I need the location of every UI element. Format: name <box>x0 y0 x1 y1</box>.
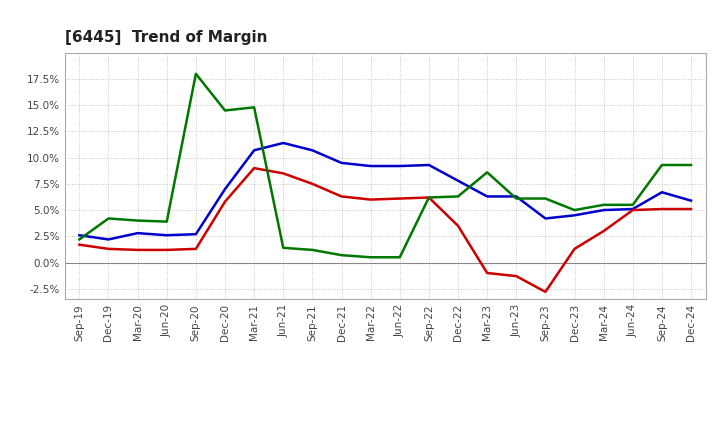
Ordinary Income <box>395 163 404 169</box>
Ordinary Income <box>220 187 229 192</box>
Operating Cashflow <box>133 218 142 223</box>
Net Income <box>687 206 696 212</box>
Ordinary Income <box>657 190 666 195</box>
Operating Cashflow <box>337 253 346 258</box>
Net Income <box>366 197 375 202</box>
Line: Ordinary Income: Ordinary Income <box>79 143 691 239</box>
Operating Cashflow <box>687 162 696 168</box>
Operating Cashflow <box>512 196 521 201</box>
Ordinary Income <box>483 194 492 199</box>
Ordinary Income <box>163 233 171 238</box>
Ordinary Income <box>279 140 287 146</box>
Operating Cashflow <box>657 162 666 168</box>
Net Income <box>512 274 521 279</box>
Ordinary Income <box>250 148 258 153</box>
Ordinary Income <box>133 231 142 236</box>
Ordinary Income <box>425 162 433 168</box>
Net Income <box>395 196 404 201</box>
Net Income <box>220 199 229 204</box>
Ordinary Income <box>570 213 579 218</box>
Operating Cashflow <box>75 237 84 242</box>
Operating Cashflow <box>250 105 258 110</box>
Operating Cashflow <box>454 194 462 199</box>
Ordinary Income <box>337 160 346 165</box>
Ordinary Income <box>687 198 696 203</box>
Operating Cashflow <box>483 170 492 175</box>
Text: [6445]  Trend of Margin: [6445] Trend of Margin <box>65 29 267 45</box>
Ordinary Income <box>541 216 550 221</box>
Net Income <box>425 195 433 200</box>
Net Income <box>75 242 84 247</box>
Operating Cashflow <box>570 207 579 213</box>
Operating Cashflow <box>395 255 404 260</box>
Ordinary Income <box>104 237 113 242</box>
Net Income <box>541 289 550 294</box>
Net Income <box>483 270 492 275</box>
Operating Cashflow <box>308 247 317 253</box>
Net Income <box>104 246 113 252</box>
Net Income <box>337 194 346 199</box>
Net Income <box>133 247 142 253</box>
Operating Cashflow <box>629 202 637 208</box>
Net Income <box>308 181 317 187</box>
Operating Cashflow <box>163 219 171 224</box>
Net Income <box>599 228 608 234</box>
Operating Cashflow <box>425 195 433 200</box>
Operating Cashflow <box>279 245 287 250</box>
Ordinary Income <box>512 194 521 199</box>
Net Income <box>279 171 287 176</box>
Net Income <box>629 207 637 213</box>
Ordinary Income <box>599 207 608 213</box>
Operating Cashflow <box>599 202 608 208</box>
Ordinary Income <box>308 148 317 153</box>
Operating Cashflow <box>192 71 200 77</box>
Ordinary Income <box>366 163 375 169</box>
Ordinary Income <box>629 206 637 212</box>
Ordinary Income <box>192 231 200 237</box>
Ordinary Income <box>454 178 462 183</box>
Operating Cashflow <box>541 196 550 201</box>
Net Income <box>657 206 666 212</box>
Line: Operating Cashflow: Operating Cashflow <box>79 74 691 257</box>
Net Income <box>454 223 462 228</box>
Operating Cashflow <box>220 108 229 113</box>
Ordinary Income <box>75 233 84 238</box>
Net Income <box>570 246 579 252</box>
Line: Net Income: Net Income <box>79 168 691 292</box>
Operating Cashflow <box>104 216 113 221</box>
Net Income <box>163 247 171 253</box>
Net Income <box>250 165 258 171</box>
Net Income <box>192 246 200 252</box>
Operating Cashflow <box>366 255 375 260</box>
